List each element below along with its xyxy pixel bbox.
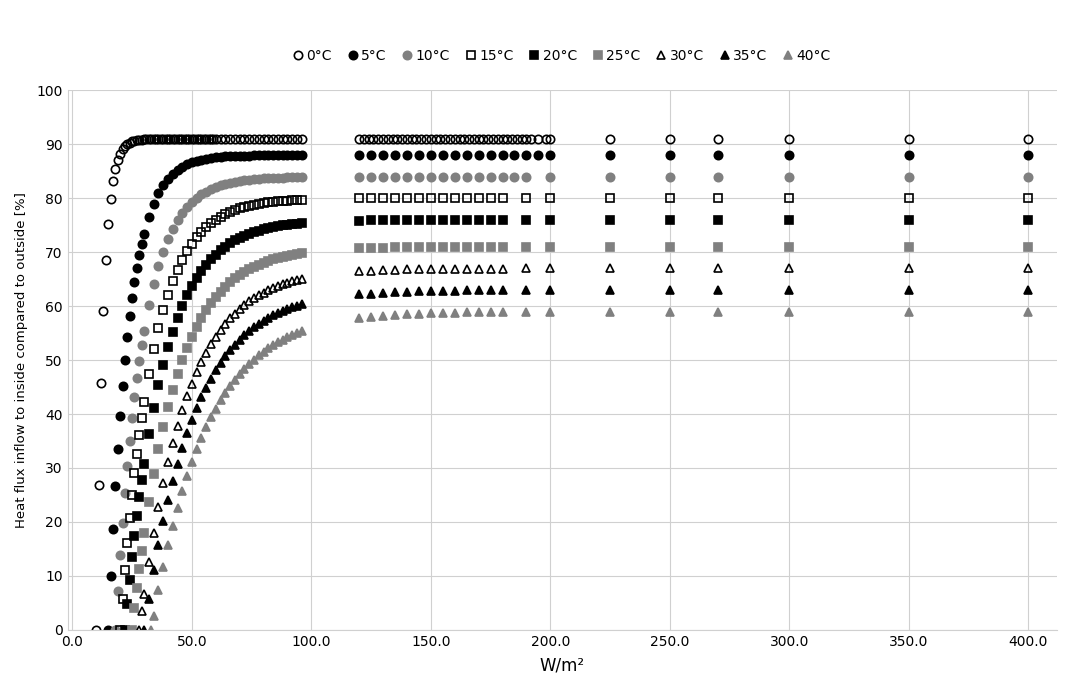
Legend: 0°C, 5°C, 10°C, 15°C, 20°C, 25°C, 30°C, 35°C, 40°C: 0°C, 5°C, 10°C, 15°C, 20°C, 25°C, 30°C, … <box>294 49 831 63</box>
Y-axis label: Heat flux inflow to inside compared to outside [%]: Heat flux inflow to inside compared to o… <box>15 192 28 528</box>
X-axis label: W/m²: W/m² <box>539 657 585 675</box>
